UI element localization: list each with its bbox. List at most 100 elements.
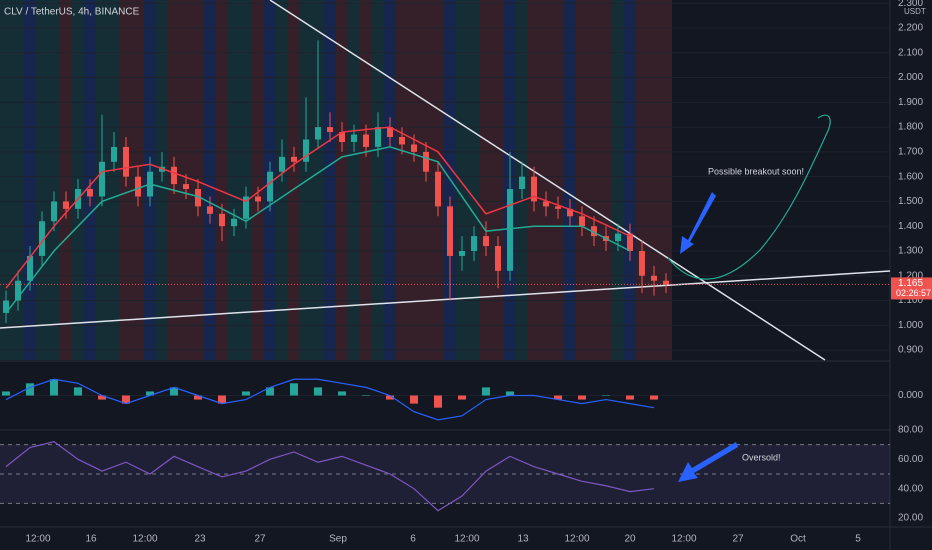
candle-body (303, 139, 309, 162)
last-price-box (891, 277, 932, 300)
bg-stripe (360, 0, 372, 360)
y-tick-label: 1.100 (898, 295, 923, 306)
candle-body (99, 161, 105, 197)
candle-body (423, 151, 429, 172)
candle-body (87, 189, 93, 197)
candle-body (351, 134, 357, 142)
x-tick-label: 5 (855, 534, 861, 545)
bg-stripe (456, 0, 468, 360)
candle-body (195, 189, 201, 207)
bg-stripe (252, 0, 264, 360)
candle-body (327, 127, 333, 133)
x-tick-label: 23 (194, 534, 206, 545)
y-tick-label: 60.00 (898, 454, 923, 465)
macd-bar (146, 391, 154, 396)
candle-body (207, 206, 213, 214)
macd-bar (458, 395, 466, 400)
candle-body (663, 280, 669, 285)
macd-bar (194, 395, 202, 400)
candle-body (135, 176, 141, 197)
arrow (678, 442, 738, 482)
bg-stripe (600, 0, 612, 360)
candle-body (231, 218, 237, 227)
x-tick-label: 27 (254, 534, 266, 545)
macd-bar (242, 391, 250, 396)
macd-bar (386, 395, 394, 400)
y-tick-label: 1.300 (898, 246, 923, 257)
rsi-band (0, 444, 890, 504)
y-tick-label: 40.00 (898, 483, 923, 494)
y-tick-label: 20.00 (898, 513, 923, 524)
candle-body (279, 156, 285, 172)
bg-stripe (480, 0, 492, 360)
candle-body (471, 236, 477, 251)
y-tick-label: 1.200 (898, 270, 923, 281)
candle-body (531, 176, 537, 202)
candle-body (39, 221, 45, 256)
rsi-line (5, 441, 655, 512)
bg-stripe (372, 0, 384, 360)
y-tick-label: 1.700 (898, 147, 923, 158)
bg-stripe (204, 0, 216, 360)
candle-body (171, 166, 177, 185)
y-tick-label: 80.00 (898, 425, 923, 436)
bg-stripe (240, 0, 252, 360)
macd-bar (626, 395, 634, 400)
y-tick-label: 2.100 (898, 47, 923, 58)
candle-body (123, 146, 129, 177)
bg-stripe (588, 0, 600, 360)
candle-body (507, 189, 513, 271)
bg-stripe (660, 0, 672, 360)
candle-body (591, 226, 597, 237)
x-tick-label: 12:00 (564, 534, 589, 545)
macd-bar (98, 395, 106, 400)
candle-body (363, 134, 369, 147)
macd-bar (266, 387, 274, 396)
y-tick-label: 2.000 (898, 72, 923, 83)
x-tick-label: 16 (85, 534, 97, 545)
bg-stripe (300, 0, 312, 360)
candle-body (3, 300, 9, 313)
x-tick-label: 13 (517, 534, 529, 545)
candle-body (567, 208, 573, 217)
macd-bar (362, 395, 370, 396)
y-tick-label: 1.000 (898, 320, 923, 331)
candle-body (243, 196, 249, 219)
bg-stripe (348, 0, 360, 360)
macd-bar (506, 391, 514, 396)
macd-bar (410, 395, 418, 404)
macd-bar (338, 391, 346, 396)
bg-stripe (408, 0, 420, 360)
y-tick-label: 1.800 (898, 122, 923, 133)
macd-bar (218, 395, 226, 404)
y-tick-label: 1.500 (898, 196, 923, 207)
x-tick-label: 12:00 (25, 534, 50, 545)
candle-body (435, 171, 441, 207)
x-tick-label: 12:00 (132, 534, 157, 545)
projection-curve (667, 114, 831, 280)
trend-line (0, 270, 891, 329)
x-tick-label: 20 (624, 534, 636, 545)
x-tick-label: Oct (790, 534, 806, 545)
macd-bar (650, 395, 658, 400)
candle-body (291, 156, 297, 162)
candle-body (615, 233, 621, 242)
bg-stripe (576, 0, 588, 360)
bg-stripe (612, 0, 624, 360)
candle-body (375, 127, 381, 147)
candle-body (651, 275, 657, 281)
bg-stripe (468, 0, 480, 360)
macd-bar (482, 387, 490, 396)
candle-body (459, 250, 465, 256)
x-tick-label: 12:00 (454, 534, 479, 545)
currency-label: USDT (904, 7, 926, 16)
candle-body (51, 201, 57, 222)
bg-stripe (396, 0, 408, 360)
candle-body (579, 216, 585, 227)
bg-stripe (384, 0, 396, 360)
macd-bar (434, 395, 442, 408)
y-tick-label: 0.900 (898, 345, 923, 356)
candle-body (27, 255, 33, 281)
